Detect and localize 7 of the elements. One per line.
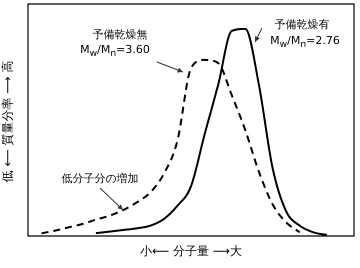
- annotation: M$_{w}$/M$_{n}$=3.60: [79, 43, 151, 60]
- annotation: 予備乾燥無: [92, 27, 148, 42]
- annotation: M$_{w}$/M$_{n}$=2.76: [269, 34, 341, 50]
- x-axis-title: 小⟵ 分子量 ⟶大: [138, 243, 244, 260]
- y-axis-title: 低 ⟵ 質量分率 ⟶ 高: [0, 60, 16, 184]
- annotation: 予備乾燥有: [274, 17, 330, 32]
- annotation: 低分子分の増加: [60, 171, 140, 186]
